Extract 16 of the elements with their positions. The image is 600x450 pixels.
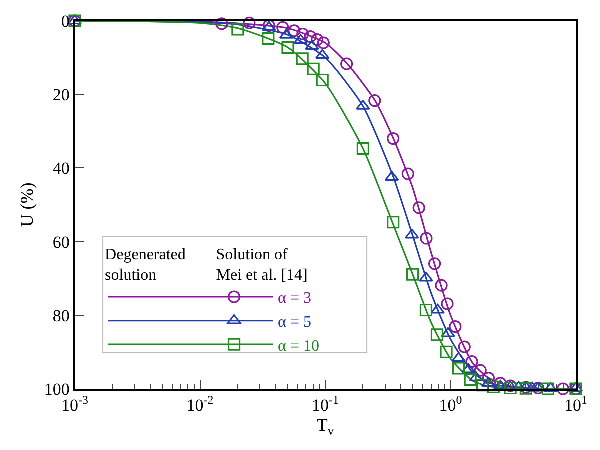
annotation: Solution of Mei et al. [14] <box>216 246 308 284</box>
x-tick-label: 10$^{-2}$ <box>186 393 214 416</box>
x-tick-label: 10$^{-1}$ <box>312 393 340 416</box>
y-tick-label: 80 <box>52 306 70 326</box>
y-tick-label: 100 <box>44 380 70 399</box>
legend-label: α = 5 <box>278 314 312 332</box>
annotation: Degenerated solution <box>105 246 186 284</box>
legend-label: α = 10 <box>278 338 320 355</box>
y-tick-label: 40 <box>52 159 70 178</box>
x-tick-label: 10$^{0}$ <box>439 393 462 416</box>
y-tick-label: 60 <box>52 232 70 252</box>
y-tick-label: 20 <box>52 86 70 105</box>
x-tick-label: 10$^{1}$ <box>564 393 588 416</box>
legend-label: α = 3 <box>278 290 312 308</box>
y-axis-title: U (%) <box>17 182 38 228</box>
x-axis-title: T$_{v}$ <box>316 415 335 438</box>
